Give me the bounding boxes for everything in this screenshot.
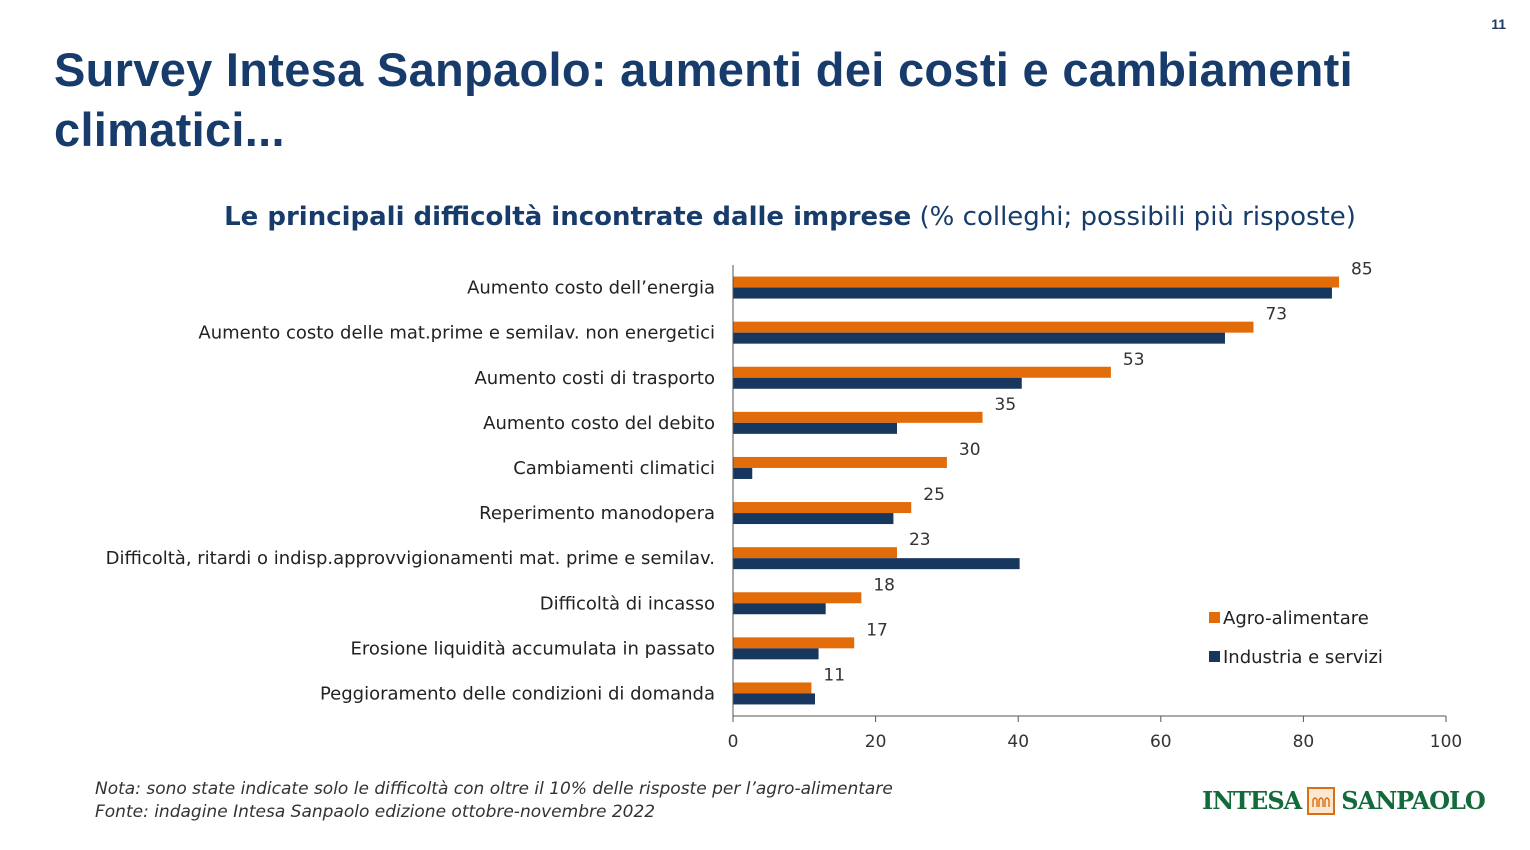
bar-agro <box>733 502 912 514</box>
slide-title: Survey Intesa Sanpaolo: aumenti dei cost… <box>54 43 1353 156</box>
x-tick-label: 60 <box>1150 732 1172 752</box>
category-label: Aumento costo delle mat.prime e semilav.… <box>198 323 715 344</box>
category-label: Reperimento manodopera <box>479 503 715 524</box>
bar-agro <box>733 682 812 694</box>
intesa-sanpaolo-logo: INTESA SANPAOLO <box>1202 786 1486 815</box>
legend-swatch <box>1209 651 1220 662</box>
page-number: 11 <box>1491 16 1506 32</box>
bar-industria <box>733 377 1022 389</box>
legend-swatch <box>1209 612 1220 623</box>
bar-industria <box>733 467 753 479</box>
data-label: 53 <box>1123 350 1145 370</box>
chart-heading: Le principali difficoltà incontrate dall… <box>0 202 1530 232</box>
data-label: 17 <box>866 620 888 640</box>
bar-industria <box>733 558 1020 570</box>
legend-label: Agro-alimentare <box>1223 608 1369 629</box>
footnotes: Nota: sono state indicate solo le diffic… <box>95 778 893 824</box>
x-tick-label: 0 <box>728 732 739 752</box>
category-label: Erosione liquidità accumulata in passato <box>350 638 715 659</box>
x-tick-label: 40 <box>1007 732 1029 752</box>
data-label: 11 <box>823 665 845 685</box>
bar-chart: Aumento costo dell’energia 85 Aumento cost… <box>106 260 1463 752</box>
category-label: Aumento costo del debito <box>483 413 715 434</box>
bar-industria <box>733 693 815 705</box>
arch-emblem-icon <box>1307 786 1336 815</box>
note-text: Nota: sono state indicate solo le diffic… <box>95 779 893 799</box>
bar-industria <box>733 332 1225 344</box>
bar-agro <box>733 637 855 649</box>
legend-label: Industria e servizi <box>1223 647 1383 668</box>
category-label: Peggioramento delle condizioni di domand… <box>320 683 715 704</box>
data-label: 73 <box>1265 305 1287 325</box>
bar-agro <box>733 366 1111 378</box>
category-label: Aumento costo dell’energia <box>467 278 715 299</box>
bar-industria <box>733 422 897 434</box>
category-label: Aumento costi di trasporto <box>474 368 715 389</box>
bar-industria <box>733 287 1332 299</box>
data-label: 85 <box>1351 260 1373 280</box>
chart-heading-bold: Le principali difficoltà incontrate dall… <box>224 202 912 232</box>
bar-industria <box>733 513 894 525</box>
data-label: 25 <box>923 485 945 505</box>
data-label: 23 <box>909 530 931 550</box>
logo-text-right: SANPAOLO <box>1341 786 1485 815</box>
chart-heading-subtitle: (% colleghi; possibili più risposte) <box>911 202 1356 232</box>
x-tick-label: 80 <box>1293 732 1315 752</box>
data-label: 18 <box>873 575 895 595</box>
x-tick-label: 20 <box>865 732 887 752</box>
source-text: Fonte: indagine Intesa Sanpaolo edizione… <box>95 802 656 822</box>
bar-agro <box>733 321 1254 333</box>
category-label: Difficoltà di incasso <box>540 593 715 614</box>
bar-agro <box>733 411 983 423</box>
bar-agro <box>733 547 897 559</box>
bar-industria <box>733 648 819 660</box>
bar-industria <box>733 603 826 615</box>
logo-text-left: INTESA <box>1202 786 1302 815</box>
category-label: Cambiamenti climatici <box>513 458 715 479</box>
data-label: 30 <box>959 440 981 460</box>
bar-agro <box>733 456 947 468</box>
category-label: Difficoltà, ritardi o indisp.approvvigio… <box>106 548 715 569</box>
x-tick-label: 100 <box>1430 732 1462 752</box>
data-label: 35 <box>995 395 1017 415</box>
bar-agro <box>733 276 1340 288</box>
bar-agro <box>733 592 862 604</box>
